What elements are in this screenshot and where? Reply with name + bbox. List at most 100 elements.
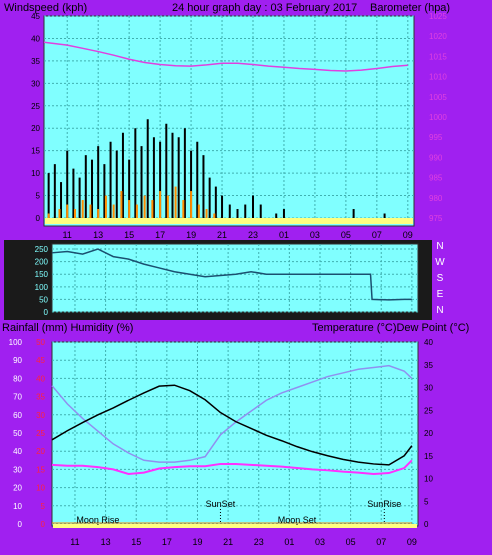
wind-y-tick-label: 35 — [31, 57, 40, 66]
temp-plot-area — [51, 341, 419, 527]
wind-y-tick-label: 30 — [31, 79, 40, 88]
rainfall-y-tick-label: 15 — [36, 465, 45, 474]
direction-y-tick-label: 0 — [44, 308, 49, 317]
direction-y-tick-label: 50 — [39, 295, 48, 304]
direction-y-tick-label: 150 — [35, 270, 49, 279]
wind-y-tick-label: 40 — [31, 34, 40, 43]
temp-baseline-band — [53, 524, 417, 528]
temp-x-tick-label: 09 — [407, 537, 417, 547]
temp-gridlines — [52, 341, 418, 528]
temp-x-tick-label: 07 — [376, 537, 386, 547]
rainfall-y-tick-label: 40 — [36, 374, 45, 383]
wind-x-tick-label: 01 — [279, 230, 289, 240]
wind-baseline-band — [45, 218, 413, 224]
windspeed-axis-label: Windspeed (kph) — [4, 2, 87, 14]
rainfall-y-tick-label: 25 — [36, 429, 45, 438]
compass-label: W — [435, 257, 445, 268]
chart-title: 24 hour graph day : 03 February 2017 — [172, 2, 357, 14]
humidity-y-tick-label: 30 — [13, 465, 22, 474]
wind-x-tick-label: 13 — [93, 230, 103, 240]
barometer-y-tick-label: 990 — [429, 153, 443, 162]
barometer-y-tick-label: 975 — [429, 214, 443, 223]
compass-label: N — [436, 241, 443, 252]
wind-plot-area — [43, 15, 415, 227]
humidity-y-tick-label: 60 — [13, 411, 22, 420]
compass-label: E — [437, 289, 444, 300]
humidity-y-tick-label: 100 — [9, 338, 23, 347]
rain-humidity-axis-label: Rainfall (mm) Humidity (%) — [2, 322, 133, 334]
humidity-y-tick-label: 80 — [13, 374, 22, 383]
astro-annotation-label: Moon Set — [278, 515, 317, 525]
rainfall-y-tick-label: 20 — [36, 447, 45, 456]
wind-x-tick-label: 05 — [341, 230, 351, 240]
temp-x-tick-label: 19 — [192, 537, 202, 547]
temperature-humidity-panel: Rainfall (mm) Humidity (%) Temperature (… — [2, 322, 469, 547]
wind-y-tick-label: 45 — [31, 12, 40, 21]
wind-y-tick-label: 20 — [31, 124, 40, 133]
humidity-y-tick-label: 50 — [13, 429, 22, 438]
rainfall-y-tick-label: 50 — [36, 338, 45, 347]
humidity-y-tick-label: 90 — [13, 356, 22, 365]
direction-y-tick-label: 250 — [35, 245, 49, 254]
barometer-line — [43, 41, 408, 72]
wind-series — [43, 41, 408, 218]
wind-x-tick-label: 03 — [310, 230, 320, 240]
temperature-y-tick-label: 10 — [424, 475, 433, 484]
temperature-y-ticks: 0 5 10 15 20 25 30 35 40 — [424, 338, 433, 529]
wind-x-tick-label: 19 — [186, 230, 196, 240]
wind-direction-line — [51, 248, 412, 301]
temp-x-tick-label: 15 — [131, 537, 141, 547]
temperature-y-tick-label: 40 — [424, 338, 433, 347]
temp-x-tick-label: 13 — [101, 537, 111, 547]
rainfall-y-tick-label: 45 — [36, 356, 45, 365]
wind-x-tick-label: 21 — [217, 230, 227, 240]
barometer-y-tick-label: 995 — [429, 133, 443, 142]
rainfall-y-tick-label: 30 — [36, 411, 45, 420]
barometer-axis-label: Barometer (hpa) — [370, 2, 450, 14]
temp-x-tick-label: 21 — [223, 537, 233, 547]
temp-x-tick-label: 03 — [315, 537, 325, 547]
temperature-y-tick-label: 25 — [424, 406, 433, 415]
temperature-y-tick-label: 30 — [424, 384, 433, 393]
wind-x-tick-label: 09 — [403, 230, 413, 240]
barometer-y-right-ticks: 975 980 985 990 995 1000 1005 1010 1015 1020 1025 — [429, 12, 447, 223]
barometer-y-tick-label: 1000 — [429, 113, 447, 122]
direction-y-ticks: 0 50 100 150 200 250 — [35, 245, 49, 317]
temp-x-tick-label: 11 — [70, 537, 79, 547]
astro-annotation-label: Moon Rise — [76, 515, 119, 525]
wind-x-tick-label: 07 — [372, 230, 382, 240]
humidity-y-tick-label: 20 — [13, 484, 22, 493]
direction-plot-area — [51, 243, 419, 313]
direction-series — [51, 248, 412, 301]
temp-dewpoint-axis-label: Temperature (°C)Dew Point (°C) — [312, 322, 469, 334]
direction-y-tick-label: 200 — [35, 258, 49, 267]
barometer-y-tick-label: 1005 — [429, 93, 447, 102]
barometer-y-tick-label: 1010 — [429, 73, 447, 82]
temp-series — [51, 364, 413, 524]
temperature-y-tick-label: 0 — [424, 520, 429, 529]
temp-x-tick-label: 05 — [346, 537, 356, 547]
astro-annotation-label: SunSet — [206, 499, 236, 509]
temp-x-tick-label: 01 — [284, 537, 294, 547]
temperature-y-tick-label: 15 — [424, 452, 433, 461]
temperature-y-tick-label: 5 — [424, 497, 429, 506]
humidity-y-tick-label: 10 — [13, 502, 22, 511]
wind-y-tick-label: 10 — [31, 169, 40, 178]
wind-x-ticks: 11 13 15 17 19 21 23 01 03 05 07 09 — [63, 230, 413, 240]
temperature-y-tick-label: 35 — [424, 361, 433, 370]
humidity-y-tick-label: 0 — [18, 520, 23, 529]
humidity-y-ticks: 0 10 20 30 40 50 60 70 80 90 100 — [9, 338, 23, 529]
temp-x-tick-label: 17 — [162, 537, 172, 547]
wind-x-tick-label: 23 — [248, 230, 258, 240]
wind-y-tick-label: 25 — [31, 102, 40, 111]
rainfall-y-ticks: 0 5 10 15 20 25 30 35 40 45 50 — [36, 338, 45, 529]
wind-y-tick-label: 5 — [36, 192, 41, 201]
rainfall-y-tick-label: 0 — [41, 520, 46, 529]
temp-x-ticks: 11 13 15 17 19 21 23 01 03 05 07 09 — [70, 537, 417, 547]
astro-annotations: Moon Rise SunSet Moon Set SunRise — [76, 499, 401, 525]
